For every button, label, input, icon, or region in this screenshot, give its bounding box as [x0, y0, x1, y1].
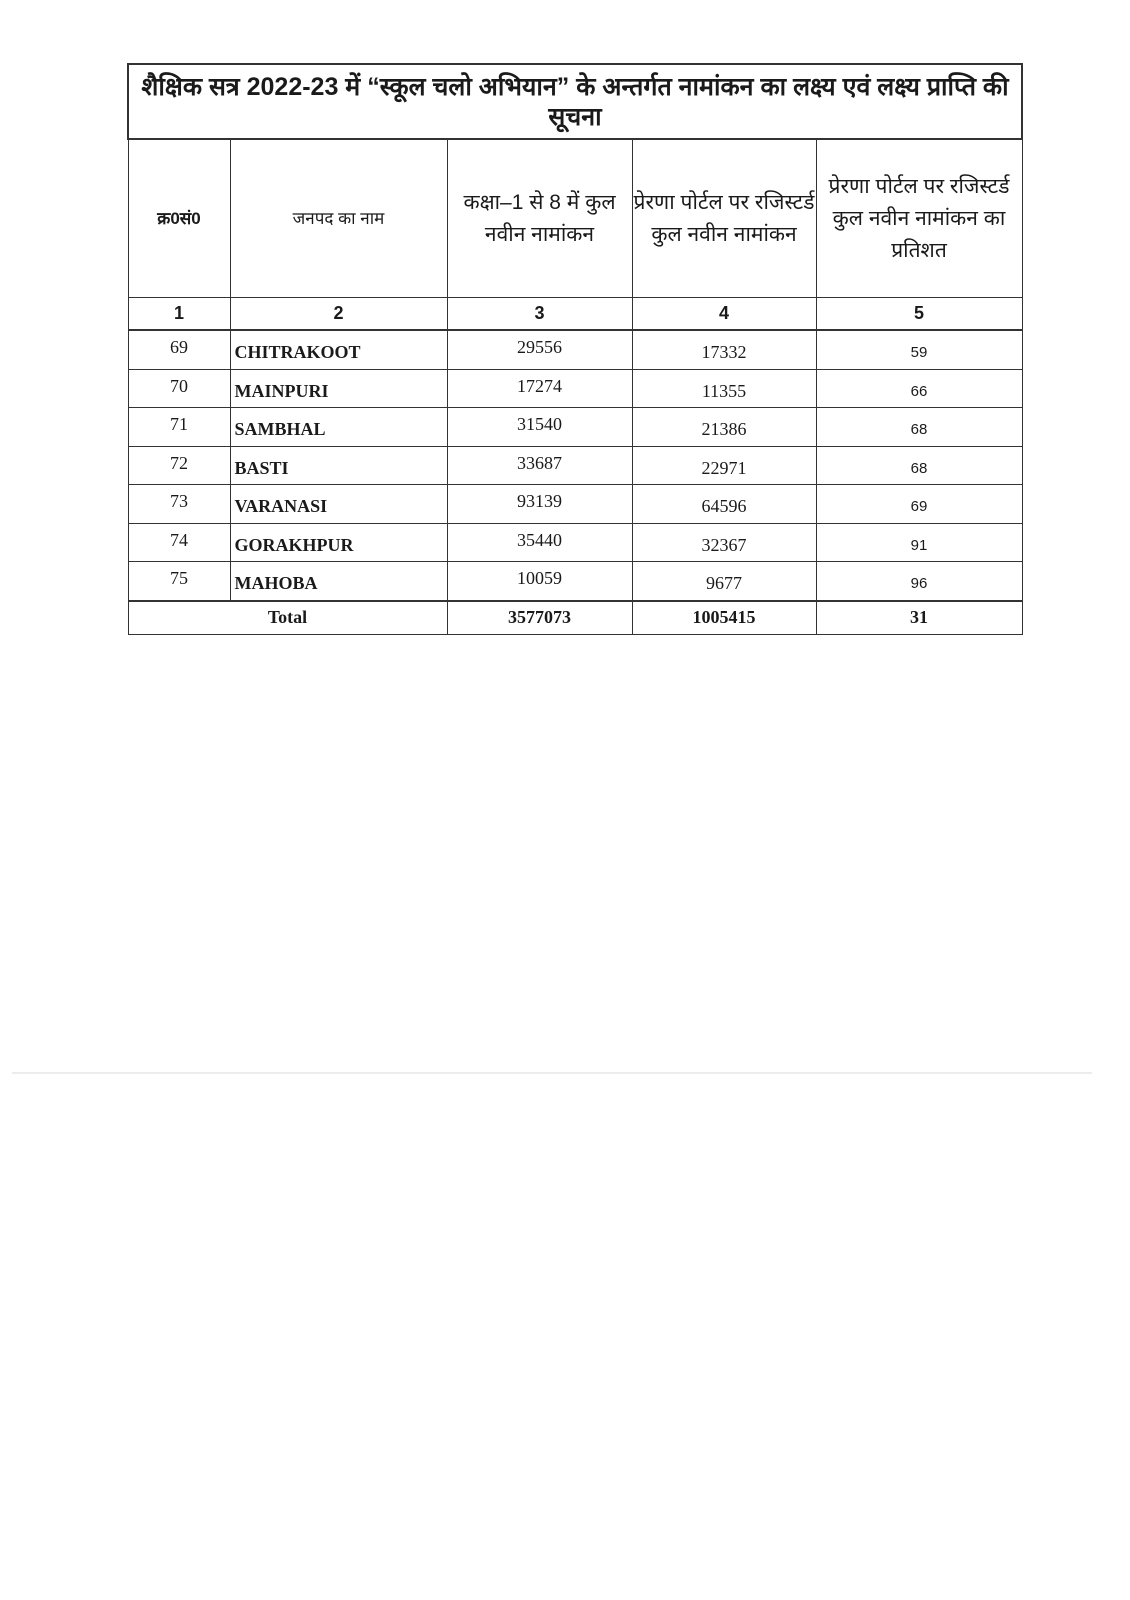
district-name: BASTI [229, 445, 448, 485]
district-name: MAINPURI [229, 368, 448, 408]
table-row: 75 MAHOBA 10059 9677 96 [127, 561, 1023, 601]
total-enrollment: 33687 [446, 445, 633, 485]
header-district: जनपद का नाम [229, 138, 448, 298]
total-enrollment: 35440 [446, 522, 633, 562]
district-name: GORAKHPUR [229, 522, 448, 562]
header-total-enrollment: कक्षा–1 से 8 में कुल नवीन नामांकन [446, 138, 633, 298]
header-serial: क्र0सं0 [127, 138, 231, 298]
table-row: 73 VARANASI 93139 64596 69 [127, 484, 1023, 524]
header-percent: प्रेरणा पोर्टल पर रजिस्टर्ड कुल नवीन नाम… [815, 138, 1023, 298]
column-number: 1 [127, 297, 231, 331]
district-name: CHITRAKOOT [229, 329, 448, 370]
registered-enrollment: 17332 [631, 329, 817, 370]
registered-enrollment: 21386 [631, 407, 817, 447]
serial-number: 70 [127, 368, 231, 408]
serial-number: 72 [127, 445, 231, 485]
total-enrollment: 31540 [446, 407, 633, 447]
table-title: शैक्षिक सत्र 2022-23 में “स्कूल चलो अभिय… [127, 63, 1023, 140]
column-number: 4 [631, 297, 817, 331]
total-enrollment: 3577073 [446, 599, 633, 635]
registered-enrollment: 11355 [631, 368, 817, 408]
total-row: Total 3577073 1005415 31 [127, 599, 1023, 635]
column-number: 2 [229, 297, 448, 331]
total-registered: 1005415 [631, 599, 817, 635]
total-enrollment: 29556 [446, 329, 633, 370]
table-row: 70 MAINPURI 17274 11355 66 [127, 368, 1023, 408]
table-row: 69 CHITRAKOOT 29556 17332 59 [127, 329, 1023, 370]
table-row: 74 GORAKHPUR 35440 32367 91 [127, 522, 1023, 562]
enrollment-table: शैक्षिक सत्र 2022-23 में “स्कूल चलो अभिय… [127, 63, 1023, 635]
percent: 68 [815, 445, 1023, 485]
column-number: 5 [815, 297, 1023, 331]
total-enrollment: 17274 [446, 368, 633, 408]
district-name: SAMBHAL [229, 407, 448, 447]
total-enrollment: 93139 [446, 484, 633, 524]
percent: 96 [815, 561, 1023, 601]
serial-number: 75 [127, 561, 231, 601]
table-row: 71 SAMBHAL 31540 21386 68 [127, 407, 1023, 447]
percent: 66 [815, 368, 1023, 408]
district-name: VARANASI [229, 484, 448, 524]
serial-number: 69 [127, 329, 231, 370]
header-registered: प्रेरणा पोर्टल पर रजिस्टर्ड कुल नवीन नाम… [631, 138, 817, 298]
registered-enrollment: 32367 [631, 522, 817, 562]
serial-number: 74 [127, 522, 231, 562]
total-label: Total [127, 599, 448, 635]
column-number: 3 [446, 297, 633, 331]
percent: 68 [815, 407, 1023, 447]
percent: 91 [815, 522, 1023, 562]
total-percent: 31 [815, 599, 1023, 635]
percent: 69 [815, 484, 1023, 524]
percent: 59 [815, 329, 1023, 370]
serial-number: 73 [127, 484, 231, 524]
table-row: 72 BASTI 33687 22971 68 [127, 445, 1023, 485]
total-enrollment: 10059 [446, 561, 633, 601]
registered-enrollment: 9677 [631, 561, 817, 601]
page-fold-line [12, 1072, 1092, 1074]
registered-enrollment: 22971 [631, 445, 817, 485]
serial-number: 71 [127, 407, 231, 447]
district-name: MAHOBA [229, 561, 448, 601]
registered-enrollment: 64596 [631, 484, 817, 524]
